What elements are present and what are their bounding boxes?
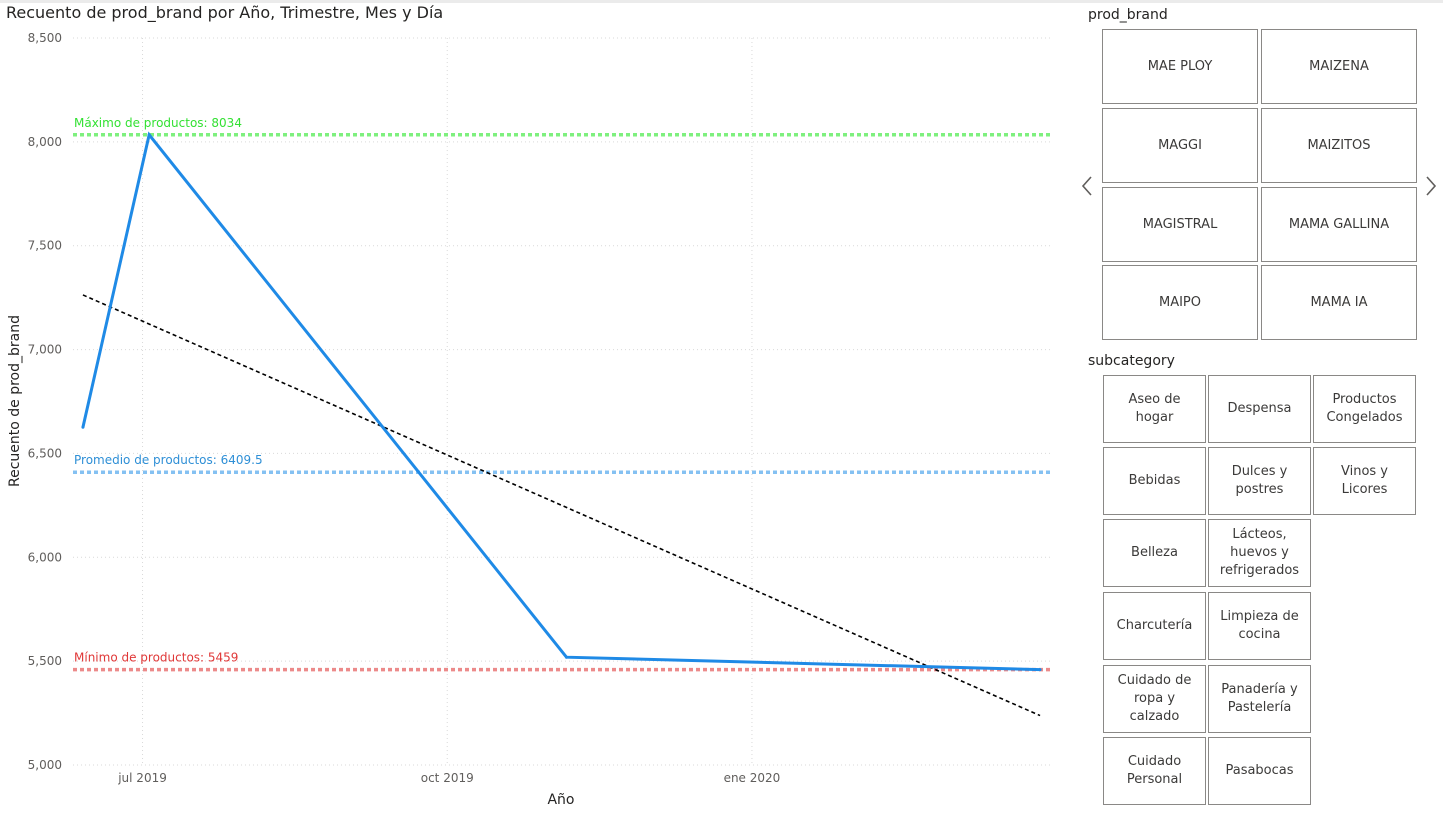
series-line[interactable]	[81, 131, 1041, 672]
data-point[interactable]	[1038, 668, 1042, 672]
subcategory-option[interactable]: Productos Congelados	[1313, 375, 1416, 443]
data-point[interactable]	[147, 133, 151, 137]
x-axis-title: Año	[547, 792, 574, 808]
subcategory-option[interactable]: Despensa	[1208, 375, 1311, 443]
average-reference-label: Promedio de productos: 6409.5	[74, 453, 263, 467]
prod-brand-option[interactable]: MAMA GALLINA	[1261, 187, 1417, 262]
subcategory-option[interactable]: Lácteos, huevos y refrigerados	[1208, 519, 1311, 587]
x-tick-label: oct 2019	[421, 771, 474, 785]
y-tick-label: 7,500	[28, 239, 62, 253]
prod-brand-option[interactable]: MAE PLOY	[1102, 29, 1258, 104]
data-point[interactable]	[564, 655, 568, 659]
trend-line	[82, 294, 1041, 717]
y-tick-label: 6,000	[28, 550, 62, 564]
subcategory-option[interactable]: Cuidado Personal	[1103, 737, 1206, 805]
x-tick-label: ene 2020	[724, 771, 781, 785]
y-tick-label: 7,000	[28, 343, 62, 357]
chevron-right-icon[interactable]	[1424, 175, 1438, 197]
line-chart[interactable]: 5,000 5,500 6,000 6,500 7,000 7,500 8,000 8,500…	[0, 0, 1070, 813]
subcategory-option[interactable]: Belleza	[1103, 519, 1206, 587]
x-tick-label: jul 2019	[117, 771, 167, 785]
prod-brand-option[interactable]: MAIPO	[1102, 265, 1258, 340]
subcategory-option[interactable]: Limpieza de cocina	[1208, 592, 1311, 660]
subcategory-option[interactable]: Aseo de hogar	[1103, 375, 1206, 443]
prod-brand-option[interactable]: MAGGI	[1102, 108, 1258, 183]
y-axis-title: Recuento de prod_brand	[7, 315, 23, 487]
subcategory-option[interactable]: Vinos y Licores	[1313, 447, 1416, 515]
y-tick-label: 6,500	[28, 446, 62, 460]
subcategory-option[interactable]: Bebidas	[1103, 447, 1206, 515]
y-tick-label: 8,000	[28, 135, 62, 149]
prod-brand-option[interactable]: MAMA IA	[1261, 265, 1417, 340]
y-tick-label: 5,500	[28, 654, 62, 668]
data-point[interactable]	[81, 425, 85, 429]
prod-brand-option[interactable]: MAGISTRAL	[1102, 187, 1258, 262]
min-reference-label: Mínimo de productos: 5459	[74, 651, 238, 665]
y-tick-label: 5,000	[28, 758, 62, 772]
chevron-left-icon[interactable]	[1080, 175, 1094, 197]
prod-brand-option[interactable]: MAIZITOS	[1261, 108, 1417, 183]
subcategory-slicer-title: subcategory	[1088, 353, 1175, 369]
subcategory-option[interactable]: Dulces y postres	[1208, 447, 1311, 515]
chart-title: Recuento de prod_brand por Año, Trimestr…	[6, 3, 444, 22]
prod-brand-slicer-title: prod_brand	[1088, 7, 1168, 23]
y-tick-label: 8,500	[28, 31, 62, 45]
subcategory-option[interactable]: Panadería y Pastelería	[1208, 665, 1311, 733]
subcategory-option[interactable]: Pasabocas	[1208, 737, 1311, 805]
prod-brand-option[interactable]: MAIZENA	[1261, 29, 1417, 104]
subcategory-option[interactable]: Charcutería	[1103, 592, 1206, 660]
max-reference-label: Máximo de productos: 8034	[74, 116, 242, 130]
top-border	[0, 0, 1443, 3]
subcategory-option[interactable]: Cuidado de ropa y calzado	[1103, 665, 1206, 733]
